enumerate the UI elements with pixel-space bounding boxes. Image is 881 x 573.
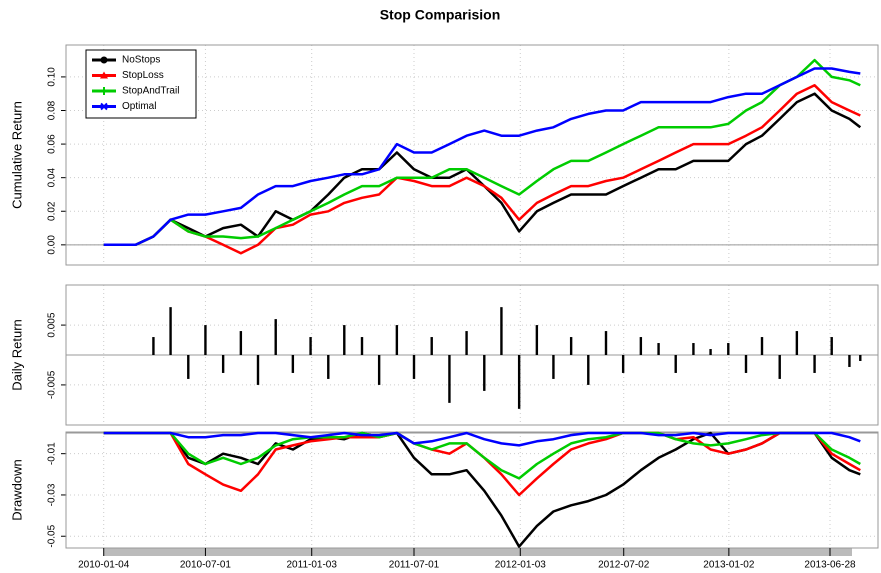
bar xyxy=(343,325,346,355)
bar xyxy=(674,355,677,373)
bar xyxy=(830,337,833,355)
bar xyxy=(465,331,468,355)
bar xyxy=(221,355,225,373)
x-tick-label: 2011-01-03 xyxy=(287,560,338,571)
y-tick-label: 0.06 xyxy=(47,134,58,154)
y-tick-label: -0.05 xyxy=(47,524,58,547)
bar xyxy=(795,331,799,355)
plot-border xyxy=(65,44,879,266)
bar xyxy=(859,355,862,361)
bar xyxy=(448,355,451,403)
bar xyxy=(360,337,364,355)
bar xyxy=(604,331,608,355)
bar xyxy=(552,355,555,379)
bar xyxy=(621,355,625,373)
series-line xyxy=(103,431,861,497)
bar xyxy=(778,355,781,379)
y-axis-label: Daily Return xyxy=(9,319,24,391)
y-tick-label: -0.005 xyxy=(47,370,58,399)
bar xyxy=(239,331,243,355)
legend-marker xyxy=(100,102,108,111)
x-tick-label: 2010-01-04 xyxy=(78,560,130,571)
bar xyxy=(587,355,590,385)
chart-title: Stop Comparision xyxy=(380,7,501,23)
bar xyxy=(760,337,764,355)
bar xyxy=(256,355,260,385)
bar xyxy=(709,349,712,355)
y-axis-label: Cumulative Return xyxy=(9,101,24,209)
y-tick-label: 0.00 xyxy=(47,235,58,255)
bar xyxy=(395,325,399,355)
y-tick-label: 0.005 xyxy=(47,312,58,337)
bar xyxy=(657,343,660,355)
bar xyxy=(639,337,643,355)
series-line xyxy=(103,67,861,247)
bar xyxy=(152,337,155,355)
x-tick-label: 2012-07-02 xyxy=(598,560,650,571)
bar xyxy=(291,355,295,373)
bar xyxy=(727,343,730,355)
legend-label: StopAndTrail xyxy=(122,86,179,97)
bar xyxy=(692,343,695,355)
series-line xyxy=(103,431,861,447)
y-tick-label: 0.08 xyxy=(47,100,58,120)
x-tick-label: 2010-07-01 xyxy=(180,560,232,571)
y-tick-label: 0.02 xyxy=(47,201,58,221)
bar xyxy=(204,325,207,355)
bar xyxy=(327,355,330,379)
y-tick-label: 0.04 xyxy=(47,168,58,188)
bar xyxy=(430,337,433,355)
bar xyxy=(309,337,312,355)
bar xyxy=(744,355,748,373)
legend-marker xyxy=(100,87,108,95)
plot-border xyxy=(65,284,879,426)
x-tick-label: 2012-01-03 xyxy=(495,560,547,571)
bar xyxy=(535,325,539,355)
y-axis-label: Drawdown xyxy=(9,459,24,520)
x-tick-label: 2011-07-01 xyxy=(389,560,440,571)
legend-marker xyxy=(100,56,108,64)
bar xyxy=(169,307,172,355)
x-tick-label: 2013-01-02 xyxy=(703,560,755,571)
y-tick-label: -0.03 xyxy=(47,483,58,506)
legend-label: Optimal xyxy=(122,101,156,112)
series-line xyxy=(103,431,861,480)
date-rug xyxy=(104,548,852,556)
legend-label: NoStops xyxy=(122,55,160,66)
bar xyxy=(377,355,381,385)
bar xyxy=(187,355,190,379)
bar xyxy=(274,319,277,355)
legend-label: StopLoss xyxy=(122,70,164,81)
bar xyxy=(517,355,521,409)
bar xyxy=(483,355,486,391)
series-line xyxy=(103,92,862,247)
x-tick-label: 2013-06-28 xyxy=(804,560,856,571)
plot-border xyxy=(65,431,879,549)
bar xyxy=(813,355,816,373)
y-tick-label: -0.01 xyxy=(47,442,58,465)
series-line xyxy=(103,84,861,255)
legend-marker xyxy=(100,71,108,79)
bar xyxy=(569,337,573,355)
series-line xyxy=(103,58,861,247)
y-tick-label: 0.10 xyxy=(47,67,58,87)
bar xyxy=(848,355,851,367)
bar xyxy=(412,355,416,379)
bar xyxy=(500,307,503,355)
